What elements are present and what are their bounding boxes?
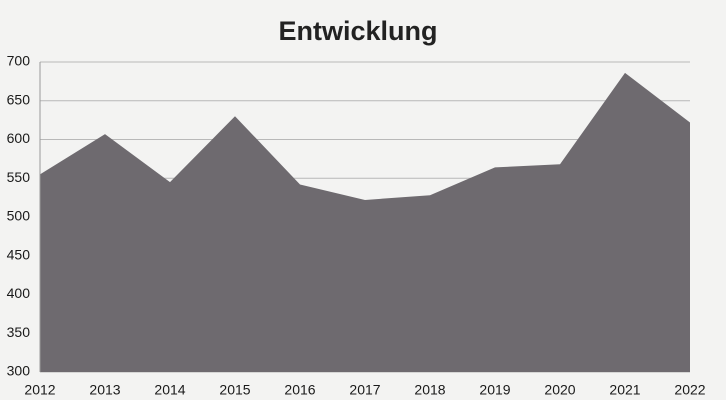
y-tick-label: 350 <box>7 324 31 340</box>
y-tick-label: 300 <box>7 363 31 379</box>
y-tick-label: 600 <box>7 130 31 146</box>
x-tick-label: 2017 <box>349 382 380 398</box>
x-tick-label: 2020 <box>544 382 575 398</box>
y-tick-label: 400 <box>7 285 31 301</box>
x-tick-label: 2018 <box>414 382 445 398</box>
y-tick-label: 700 <box>7 53 31 69</box>
x-tick-label: 2015 <box>219 382 250 398</box>
x-tick-label: 2012 <box>24 382 55 398</box>
x-tick-label: 2021 <box>609 382 640 398</box>
y-tick-label: 500 <box>7 208 31 224</box>
x-tick-label: 2014 <box>154 382 185 398</box>
x-tick-label: 2022 <box>674 382 705 398</box>
chart-title: Entwicklung <box>278 16 437 46</box>
y-tick-label: 650 <box>7 91 31 107</box>
x-tick-label: 2019 <box>479 382 510 398</box>
y-tick-label: 450 <box>7 246 31 262</box>
x-tick-label: 2013 <box>89 382 120 398</box>
x-tick-label: 2016 <box>284 382 315 398</box>
area <box>40 72 690 372</box>
y-tick-label: 550 <box>7 169 31 185</box>
